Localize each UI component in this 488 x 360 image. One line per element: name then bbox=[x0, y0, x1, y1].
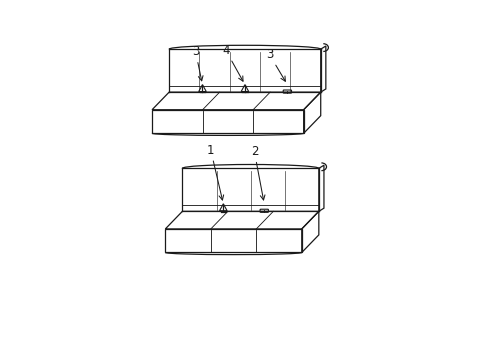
Text: 1: 1 bbox=[206, 144, 223, 200]
Text: 2: 2 bbox=[250, 145, 264, 200]
Text: 4: 4 bbox=[222, 44, 243, 81]
Text: 3: 3 bbox=[265, 48, 285, 81]
Text: 3: 3 bbox=[192, 45, 203, 81]
